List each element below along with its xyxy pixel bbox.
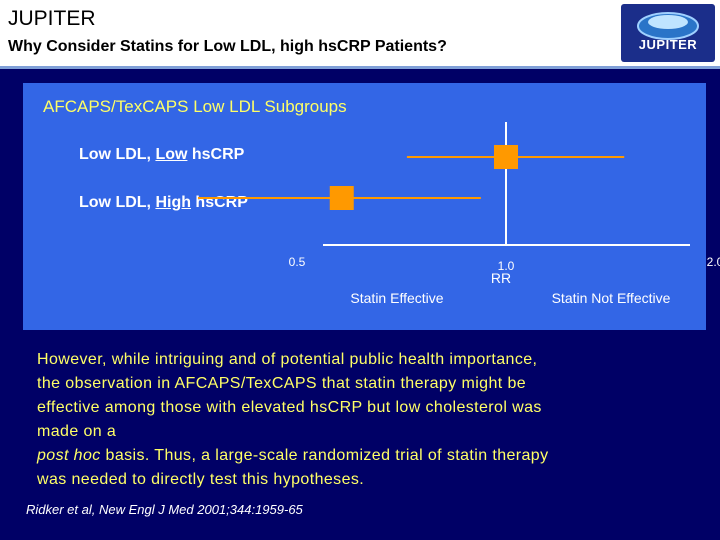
body-line: However, while intriguing and of potenti… — [37, 351, 538, 368]
x-tick-label: 0.5 — [289, 255, 306, 269]
point-estimate-marker — [329, 186, 354, 210]
body-line: the observation in AFCAPS/TexCAPS that s… — [37, 375, 527, 392]
point-estimate-marker — [494, 145, 518, 169]
slide-title: JUPITER — [8, 7, 96, 30]
header-bar: JUPITER Why Consider Statins for Low LDL… — [0, 0, 720, 66]
logo-text: JUPITER — [638, 37, 698, 52]
chart-title: AFCAPS/TexCAPS Low LDL Subgroups — [43, 97, 347, 116]
body-line: effective among those with elevated hsCR… — [37, 399, 542, 416]
row-label-low-hscrp: Low LDL, Low hsCRP — [79, 146, 245, 163]
logo-emblem-icon — [637, 12, 699, 40]
chart-panel — [23, 83, 706, 330]
x-tick-label: 2.0 — [707, 255, 720, 269]
body-line: was needed to directly test this hypothe… — [37, 471, 365, 488]
body-line: post hoc basis. Thus, a large-scale rand… — [37, 447, 549, 464]
x-tick-label: 1.0 — [498, 259, 515, 273]
x-axis-title: RR — [491, 270, 511, 286]
slide-subtitle: Why Consider Statins for Low LDL, high h… — [8, 38, 447, 55]
region-label-left: Statin Effective — [350, 290, 443, 306]
region-label-right: Statin Not Effective — [552, 290, 671, 306]
header-rule — [0, 66, 720, 69]
jupiter-logo: JUPITER — [621, 4, 715, 62]
body-line: made on a — [37, 423, 117, 440]
body-paragraph: However, while intriguing and of potenti… — [37, 348, 687, 492]
citation: Ridker et al, New Engl J Med 2001;344:19… — [26, 502, 303, 517]
